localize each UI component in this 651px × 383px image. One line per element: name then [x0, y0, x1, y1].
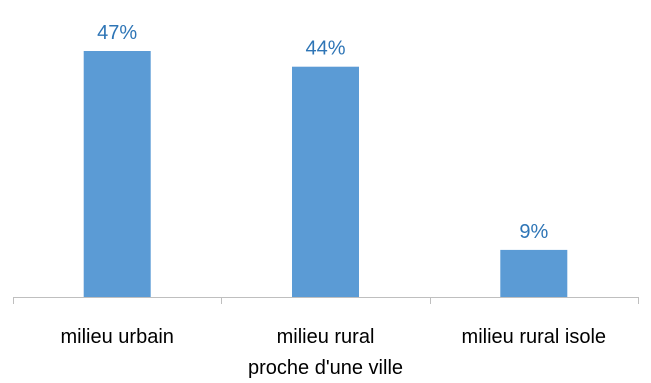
x-tick-label-milieu-rural-isole: milieu rural isole [462, 326, 607, 348]
x-tick-labels-group: milieu urbain milieu rural proche d'une vi… [61, 326, 607, 379]
data-label-milieu-rural-isole: 9% [519, 221, 548, 243]
bars-group [83, 51, 568, 297]
x-tick-label-milieu-urbain: milieu urbain [61, 326, 174, 348]
data-label-milieu-urbain: 47% [97, 22, 137, 44]
bar-milieu-urbain [83, 51, 151, 297]
bar-milieu-rural-isole [500, 249, 568, 297]
bar-milieu-rural-proche-d-une-ville [292, 66, 359, 297]
x-tick-label-milieu-rural-proche-d-une-ville: milieu rural proche d'une ville [248, 326, 403, 379]
data-labels-group: 47% 44% 9% [97, 22, 548, 243]
data-label-milieu-rural-proche-d-une-ville: 44% [305, 38, 345, 60]
x-axis [13, 297, 639, 304]
